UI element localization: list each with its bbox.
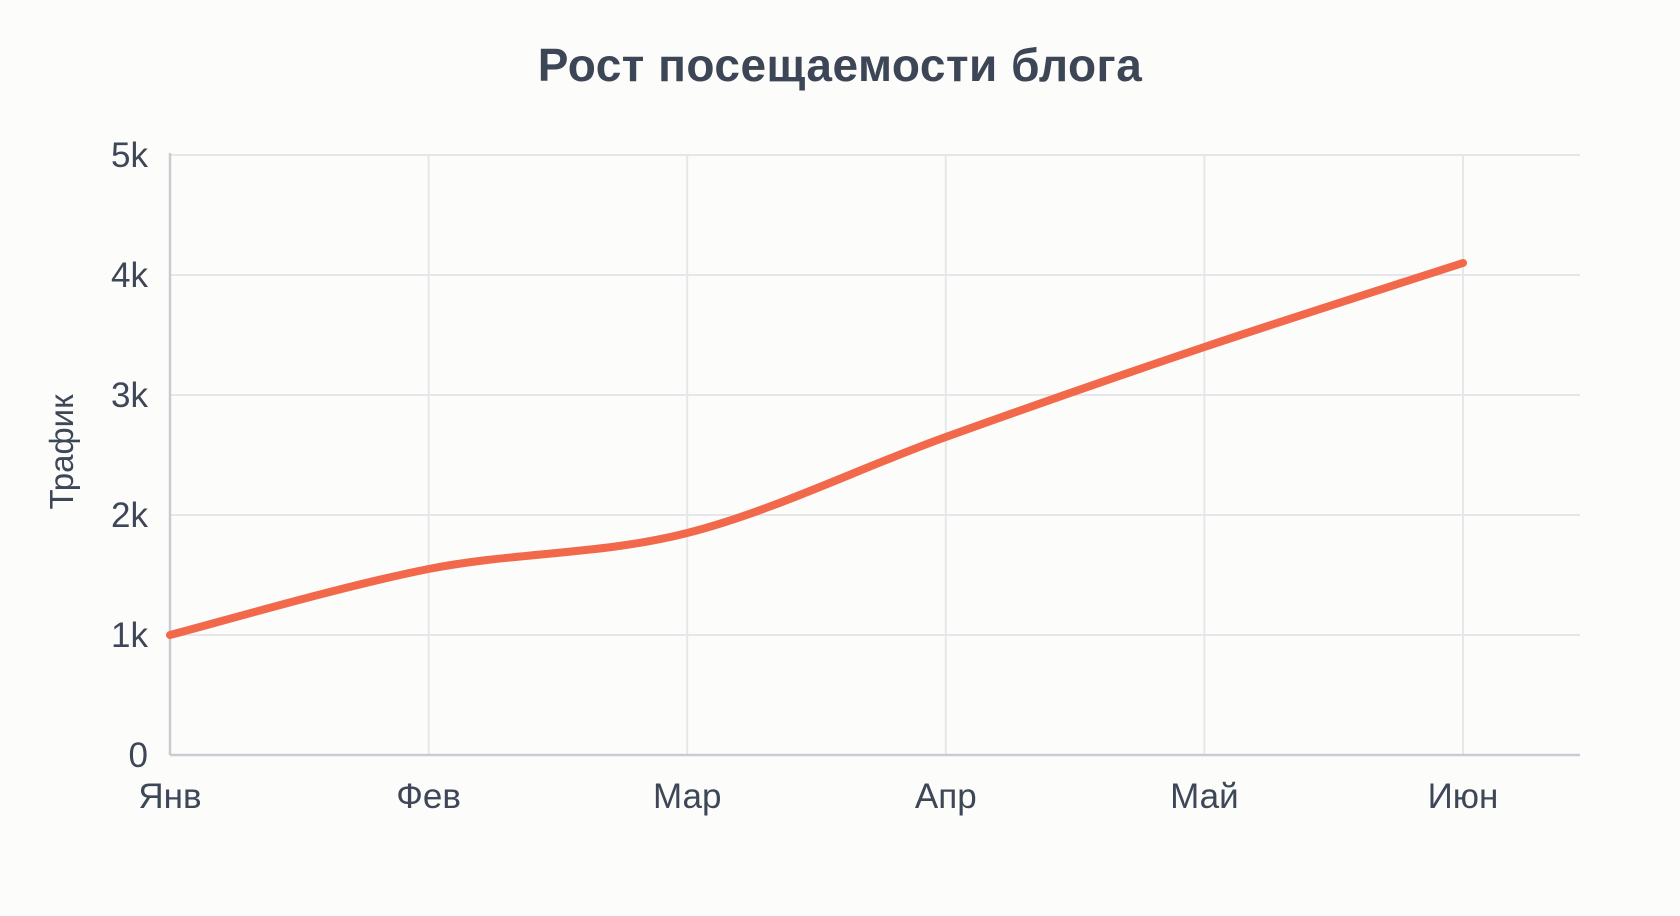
x-tick-label: Апр <box>915 777 977 816</box>
x-tick-label: Мар <box>653 777 721 816</box>
x-tick-label: Июн <box>1428 777 1499 816</box>
y-tick-label: 2k <box>111 496 148 535</box>
y-tick-label: 0 <box>129 736 148 775</box>
x-tick-label: Май <box>1170 777 1239 816</box>
traffic-line-series <box>166 259 1467 639</box>
x-tick-label: Янв <box>138 777 201 816</box>
chart-title: Рост посещаемости блога <box>537 39 1143 91</box>
y-tick-label: 3k <box>111 376 148 415</box>
x-tick-label: Фев <box>396 777 461 816</box>
y-tick-label: 1k <box>111 616 148 655</box>
y-tick-label: 5k <box>111 136 148 175</box>
y-tick-label: 4k <box>111 256 148 295</box>
